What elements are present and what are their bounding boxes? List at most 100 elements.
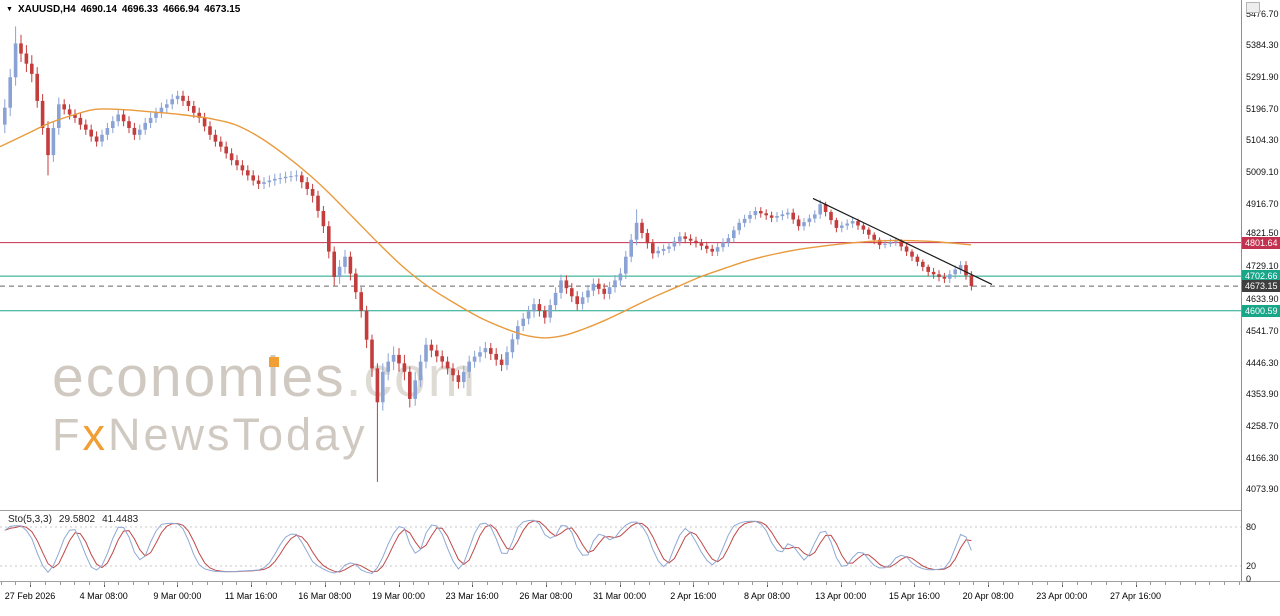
- price-tick-label: 4541.70: [1246, 325, 1279, 336]
- axis-corner-button[interactable]: [1246, 2, 1260, 13]
- time-minor-tick: [118, 582, 120, 585]
- price-tick-label: 4633.90: [1246, 294, 1279, 305]
- price-axis[interactable]: 5476.70 5384.30 5291.90 5196.70 5104.30 5009.…: [1241, 0, 1280, 584]
- price-chart-canvas[interactable]: [0, 0, 1241, 510]
- indicator-axis-label: 80: [1246, 522, 1257, 532]
- price-level-badge: 4600.59: [1242, 304, 1280, 317]
- time-minor-tick: [737, 582, 739, 585]
- time-minor-tick: [486, 582, 488, 585]
- time-minor-tick: [1209, 582, 1211, 585]
- time-tick-label: 27 Apr 16:00: [1109, 591, 1162, 601]
- time-minor-tick: [147, 582, 149, 585]
- time-minor-tick: [575, 582, 577, 585]
- time-minor-tick: [1002, 582, 1004, 585]
- time-minor-tick: [619, 582, 621, 585]
- time-minor-tick: [855, 582, 857, 585]
- pane-divider[interactable]: [0, 510, 1280, 511]
- time-minor-tick: [752, 582, 754, 585]
- time-minor-tick: [663, 582, 665, 585]
- time-tick-label: 26 Mar 08:00: [519, 591, 573, 601]
- time-minor-tick: [428, 582, 429, 585]
- indicator-value-signal: 41.4483: [102, 514, 139, 525]
- symbol-marker-icon: ▼: [6, 5, 13, 13]
- time-tick-label: 8 Apr 08:00: [743, 591, 791, 601]
- time-tick-label: 2 Apr 16:00: [670, 591, 717, 601]
- time-minor-tick: [722, 582, 724, 585]
- time-minor-tick: [59, 582, 61, 585]
- time-minor-tick: [89, 582, 90, 585]
- time-tick-label: 16 Mar 08:00: [298, 591, 352, 601]
- time-minor-tick: [369, 582, 370, 585]
- time-minor-tick: [693, 582, 695, 585]
- time-minor-tick: [324, 582, 326, 585]
- time-minor-tick: [1238, 582, 1240, 585]
- time-minor-tick: [133, 582, 135, 585]
- time-minor-tick: [162, 582, 164, 585]
- time-tick-label: 13 Apr 00:00: [815, 591, 867, 601]
- time-axis-divider: [0, 581, 1280, 582]
- time-minor-tick: [884, 582, 886, 585]
- time-minor-tick: [1194, 582, 1196, 585]
- time-minor-tick: [265, 582, 267, 585]
- time-minor-tick: [767, 582, 768, 585]
- time-minor-tick: [74, 582, 76, 585]
- time-minor-tick: [958, 582, 960, 585]
- indicator-name: Sto(5,3,3): [8, 514, 52, 525]
- time-tick-label: 23 Apr 00:00: [1036, 591, 1088, 601]
- price-tick-label: 4258.70: [1246, 421, 1279, 432]
- time-minor-tick: [516, 582, 518, 585]
- time-minor-tick: [44, 582, 46, 585]
- time-minor-tick: [1017, 582, 1019, 585]
- ohlc-low: 4666.94: [163, 4, 200, 15]
- time-minor-tick: [221, 582, 223, 585]
- time-minor-tick: [383, 582, 385, 585]
- time-minor-tick: [251, 582, 253, 585]
- time-tick-label: 23 Mar 16:00: [445, 591, 499, 601]
- price-tick-label: 5196.70: [1246, 103, 1279, 114]
- time-tick-label: 31 Mar 00:00: [593, 591, 647, 601]
- price-tick-label: 4729.10: [1246, 261, 1279, 272]
- time-minor-tick: [472, 582, 474, 585]
- ohlc-open: 4690.14: [80, 4, 117, 15]
- time-tick-label: 27 Feb 2026: [4, 591, 56, 601]
- time-minor-tick: [442, 582, 444, 585]
- time-minor-tick: [1135, 582, 1137, 585]
- stochastic-canvas[interactable]: [0, 511, 1241, 581]
- time-minor-tick: [943, 582, 945, 585]
- time-minor-tick: [1150, 582, 1152, 585]
- time-minor-tick: [870, 582, 872, 585]
- time-tick-label: 9 Mar 00:00: [153, 591, 202, 601]
- time-minor-tick: [354, 582, 356, 585]
- time-minor-tick: [1179, 582, 1181, 585]
- time-minor-tick: [840, 582, 842, 585]
- price-tick-label: 5104.30: [1246, 135, 1279, 146]
- time-minor-tick: [1223, 582, 1225, 585]
- time-minor-tick: [988, 582, 990, 585]
- time-minor-tick: [826, 582, 827, 585]
- time-minor-tick: [531, 582, 533, 585]
- time-minor-tick: [0, 582, 2, 585]
- time-minor-tick: [1120, 582, 1122, 585]
- time-tick-label: 20 Apr 08:00: [962, 591, 1014, 601]
- time-minor-tick: [796, 582, 798, 585]
- time-minor-tick: [973, 582, 975, 585]
- indicator-label: Sto(5,3,3) 29.5802 41.4483: [8, 514, 145, 525]
- time-minor-tick: [1106, 582, 1107, 585]
- price-tick-label: 4916.70: [1246, 198, 1279, 209]
- time-minor-tick: [339, 582, 341, 585]
- time-axis[interactable]: 27 Feb 2026 4 Mar 08:00 9 Mar 00:00 11 Mar …: [0, 582, 1280, 616]
- time-tick-label: 4 Mar 08:00: [79, 591, 128, 601]
- time-minor-tick: [236, 582, 238, 585]
- price-level-badge: 4801.64: [1242, 236, 1280, 249]
- time-minor-tick: [604, 582, 606, 585]
- price-level-badge: 4702.66: [1242, 270, 1280, 283]
- time-minor-tick: [914, 582, 916, 585]
- time-minor-tick: [295, 582, 297, 585]
- time-minor-tick: [1091, 582, 1093, 585]
- price-tick-label: 5476.70: [1246, 9, 1279, 19]
- indicator-value-main: 29.5802: [58, 514, 96, 525]
- price-level-badge: 4673.15: [1242, 280, 1280, 293]
- ohlc-high: 4696.33: [121, 4, 159, 15]
- time-minor-tick: [310, 582, 312, 585]
